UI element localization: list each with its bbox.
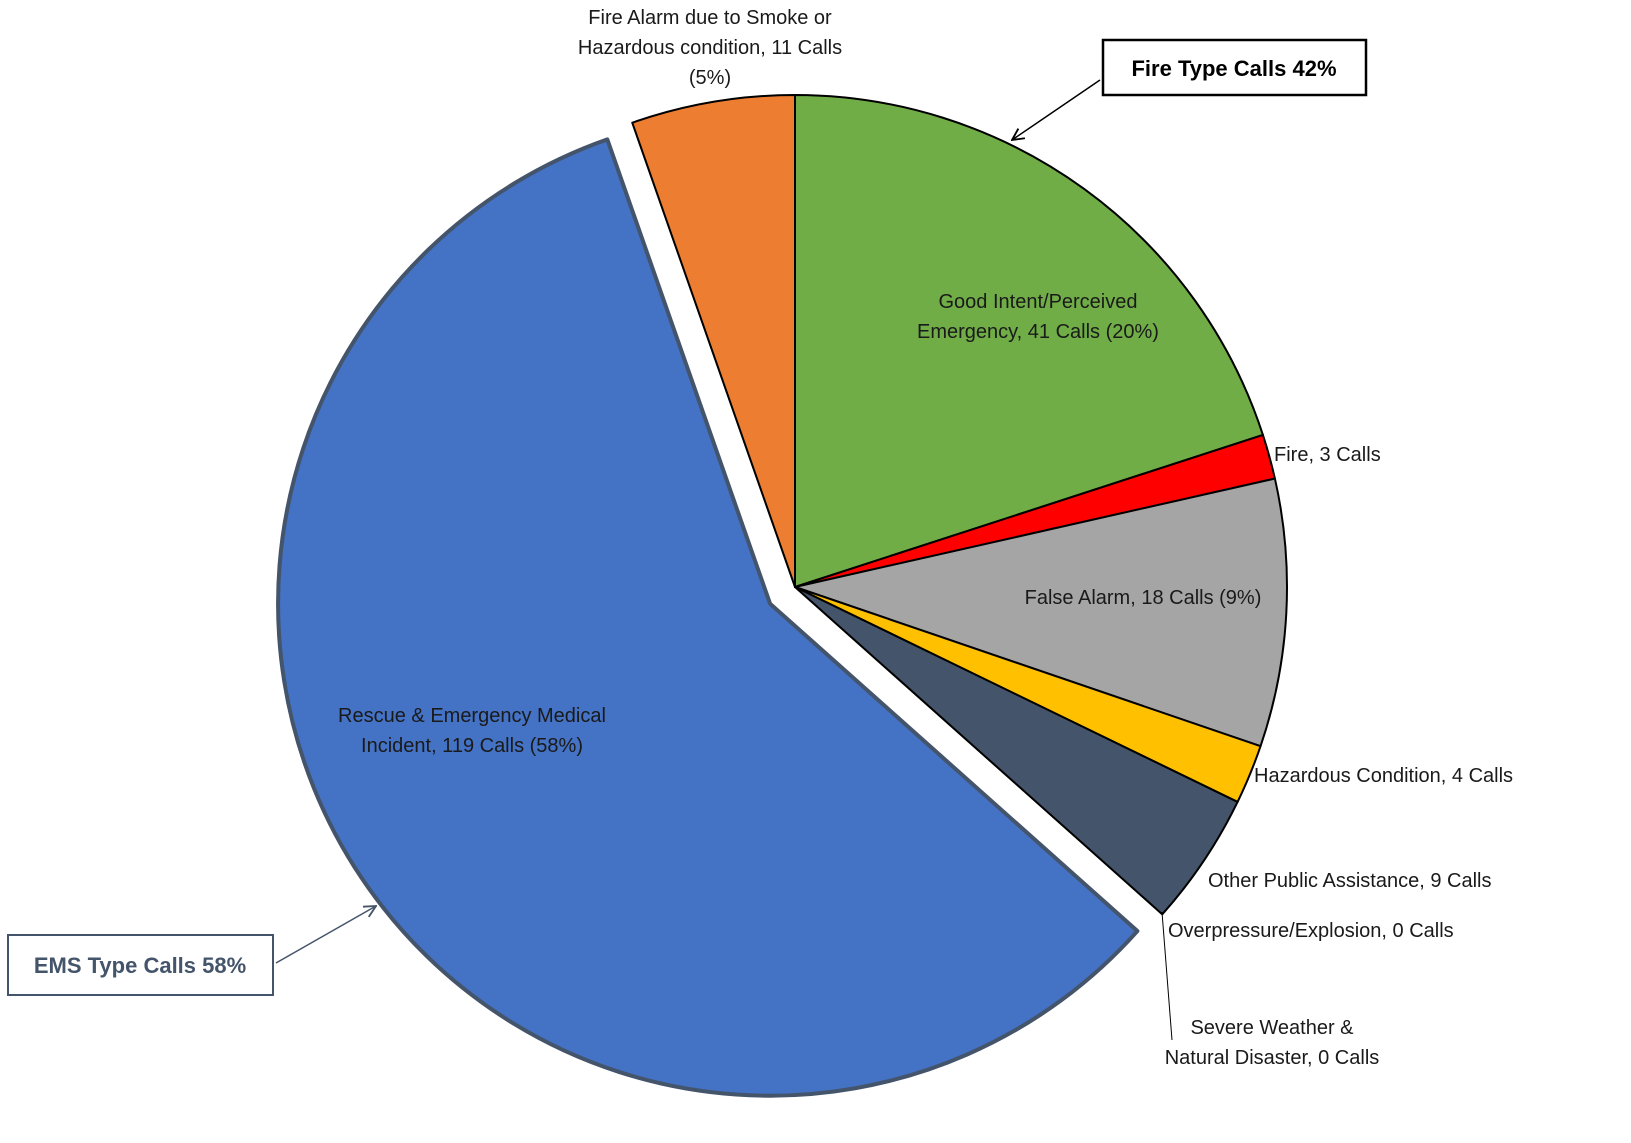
label-line: (5%)	[689, 67, 731, 89]
group-callout-arrow	[275, 906, 376, 964]
leader-line-zero-slices	[1161, 911, 1173, 1041]
label-line: Incident, 119 Calls (58%)	[361, 735, 583, 757]
label-line: Other Public Assistance, 9 Calls	[1208, 870, 1491, 892]
label-fire-alarm-due-to-smoke-or-hazardous-condition: Fire Alarm due to Smoke or Hazardous cond…	[578, 7, 842, 89]
slice-fire-alarm-due-to-smoke-or-hazardous-condition	[631, 94, 796, 588]
group-callouts: Fire Type Calls 42% EMS Type Calls 58%	[7, 38, 1368, 996]
slice-rescue-emergency-medical-incident	[276, 137, 1140, 1098]
group-callout-ems-type-calls-58: EMS Type Calls 58%	[7, 906, 376, 996]
label-line: Rescue & Emergency Medical	[338, 705, 606, 727]
label-good-intent-perceived-emergency: Good Intent/Perceived Emergency, 41 Calls…	[917, 291, 1159, 343]
slice-severe-weather-natural-disaster	[794, 586, 1163, 915]
label-rescue-emergency-medical-incident: Rescue & Emergency Medical Incident, 119 …	[338, 705, 606, 757]
label-line: Hazardous Condition, 4 Calls	[1254, 765, 1513, 787]
pie-slices	[276, 94, 1288, 1098]
label-line: Severe Weather &	[1190, 1017, 1354, 1039]
group-callout-arrow	[1012, 79, 1101, 140]
label-overpressure-explosion: Overpressure/Explosion, 0 Calls	[1168, 920, 1454, 942]
group-callout-text: EMS Type Calls 58%	[34, 953, 246, 978]
label-fire: Fire, 3 Calls	[1274, 444, 1381, 466]
label-line: Emergency, 41 Calls (20%)	[917, 321, 1159, 343]
group-callout-text: Fire Type Calls 42%	[1131, 56, 1336, 81]
label-false-alarm: False Alarm, 18 Calls (9%)	[1025, 587, 1262, 609]
label-line: Overpressure/Explosion, 0 Calls	[1168, 920, 1454, 942]
slice-labels: Good Intent/Perceived Emergency, 41 Calls…	[338, 7, 1513, 1069]
group-callout-fire-type-calls-42: Fire Type Calls 42%	[1012, 38, 1368, 140]
label-other-public-assistance: Other Public Assistance, 9 Calls	[1208, 870, 1491, 892]
label-line: False Alarm, 18 Calls (9%)	[1025, 587, 1262, 609]
group-callout-box	[1101, 38, 1368, 97]
label-line: Good Intent/Perceived	[938, 291, 1137, 313]
label-line: Hazardous condition, 11 Calls	[578, 37, 842, 59]
label-severe-weather-natural-disaster: Severe Weather & Natural Disaster, 0 Call…	[1165, 1017, 1380, 1069]
label-line: Fire, 3 Calls	[1274, 444, 1381, 466]
slice-false-alarm	[794, 477, 1288, 748]
label-line: Natural Disaster, 0 Calls	[1165, 1047, 1380, 1069]
group-callout-box	[7, 934, 274, 996]
label-line: Fire Alarm due to Smoke or	[588, 7, 832, 29]
slice-good-intent-perceived-emergency	[794, 94, 1264, 588]
label-hazardous-condition: Hazardous Condition, 4 Calls	[1254, 765, 1513, 787]
leader-lines	[1161, 911, 1173, 1041]
